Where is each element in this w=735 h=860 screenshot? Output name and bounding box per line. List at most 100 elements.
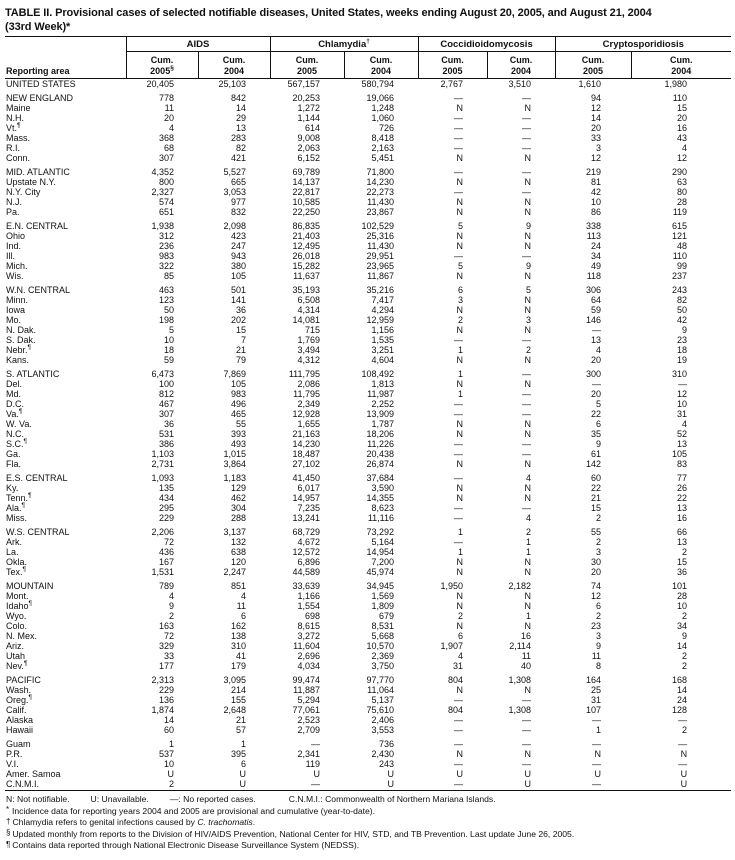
footnote-marker: ¶ <box>28 694 33 701</box>
row-label: Oreg.¶ <box>6 694 33 705</box>
data-cell: 82 <box>236 143 247 153</box>
data-cell: 119 <box>672 207 688 217</box>
data-cell: 72 <box>163 631 174 641</box>
table-row: Wash. 229 214 11,887 11,064 N N 25 14 <box>5 685 731 695</box>
data-cell: 496 <box>230 399 247 409</box>
data-cell: — <box>555 779 632 791</box>
data-cell: 1,093 <box>151 473 174 483</box>
data-cell: 102,529 <box>361 221 395 231</box>
data-cell: — <box>522 123 532 133</box>
data-cell: 8,615 <box>297 621 321 631</box>
data-cell: 111,795 <box>288 369 321 379</box>
data-cell: 4,294 <box>371 305 395 315</box>
data-cell: N <box>524 557 532 567</box>
data-cell: 22,250 <box>292 207 321 217</box>
data-cell: 1 <box>526 537 532 547</box>
data-cell: 31 <box>591 695 602 705</box>
data-cell: 219 <box>586 167 602 177</box>
row-label: N.J. <box>6 197 23 207</box>
data-cell: 2 <box>682 611 688 621</box>
row-label: Wyo. <box>6 611 27 621</box>
data-cell: — <box>454 473 464 483</box>
data-cell: 322 <box>158 261 174 271</box>
data-cell: N <box>524 295 532 305</box>
data-cell: 138 <box>230 631 247 641</box>
data-cell: 22,817 <box>292 187 321 197</box>
column-header-aids-cum-2005: Cum. 2005§ <box>125 51 198 79</box>
footnote-marker: ¶ <box>28 492 32 499</box>
table-row: Ohio 312 423 21,403 25,316 N N 113 121 <box>5 231 731 241</box>
row-label: Miss. <box>6 513 27 523</box>
row-label: Mo. <box>6 315 22 325</box>
data-cell: 2,182 <box>508 581 532 591</box>
data-cell: 1,308 <box>508 705 532 715</box>
data-cell: 1 <box>526 547 532 557</box>
table-row: Fla. 2,731 3,864 27,102 26,874 N N 142 83 <box>5 459 731 469</box>
column-header-coccidioidomycosis-cum-2004: Cum. 2004 <box>486 51 556 79</box>
data-cell: 34 <box>677 621 688 631</box>
data-cell: 85 <box>163 271 174 281</box>
data-cell: 60 <box>591 473 602 483</box>
data-cell: 2,709 <box>297 725 321 735</box>
table-row: N. Dak. 5 15 715 1,156 N N — 9 <box>5 325 731 335</box>
data-cell: 1,272 <box>297 103 321 113</box>
table-body: UNITED STATES 20,405 25,103 567,157 580,794 2… <box>5 79 732 791</box>
data-cell: — <box>454 695 464 705</box>
data-cell: — <box>454 143 464 153</box>
data-cell: 94 <box>591 93 602 103</box>
data-cell: 1,610 <box>578 79 602 89</box>
data-cell: 5,451 <box>371 153 395 163</box>
data-cell: 14 <box>677 641 688 651</box>
table-row: R.I. 68 82 2,063 2,163 — — 3 4 <box>5 143 731 153</box>
data-cell: 164 <box>586 675 602 685</box>
data-cell: 1,144 <box>297 113 321 123</box>
table-row: N.J. 574 977 10,585 11,430 N N 10 28 <box>5 197 731 207</box>
data-cell: 61 <box>591 449 602 459</box>
data-cell: 86,835 <box>292 221 321 231</box>
data-cell: N <box>524 207 532 217</box>
footnote-nedss: ¶ Contains data reported through National… <box>6 839 360 851</box>
data-cell: 55 <box>591 527 602 537</box>
data-cell: 651 <box>158 207 174 217</box>
column-header-aids-cum-2004: Cum. 2004 <box>197 51 271 79</box>
data-cell: 20 <box>591 389 602 399</box>
footnote-aids-update: § Updated monthly from reports to the Div… <box>6 828 575 839</box>
data-cell: 13 <box>677 537 688 547</box>
data-cell: 20,405 <box>146 79 174 89</box>
data-cell: 26,018 <box>292 251 321 261</box>
data-cell: 2 <box>682 651 688 661</box>
row-label: Okla. <box>6 557 28 567</box>
data-cell: 6,017 <box>297 483 321 493</box>
data-cell: 162 <box>230 621 247 631</box>
data-cell: 18,487 <box>292 449 321 459</box>
row-label: Fla. <box>6 459 22 469</box>
footnote-marker: ¶ <box>6 839 11 849</box>
data-cell: 1 <box>458 345 464 355</box>
data-cell: 679 <box>379 611 395 621</box>
data-cell: 105 <box>672 449 688 459</box>
data-cell: 15 <box>677 557 688 567</box>
data-cell: 1,183 <box>223 473 247 483</box>
row-label: Va.¶ <box>6 408 23 419</box>
data-cell: 23,965 <box>366 261 395 271</box>
data-cell: N <box>524 379 532 389</box>
data-cell: 5,164 <box>371 537 395 547</box>
data-cell: — <box>454 439 464 449</box>
data-cell: 72 <box>163 537 174 547</box>
data-cell: 1,156 <box>371 325 395 335</box>
data-cell: 77 <box>677 473 688 483</box>
row-label: N.Y. City <box>6 187 41 197</box>
data-cell: 11 <box>164 103 174 113</box>
footnote-marker: § <box>6 828 11 838</box>
data-cell: 4 <box>682 419 688 429</box>
data-cell: 12 <box>591 591 602 601</box>
data-cell: — <box>454 513 464 523</box>
table-title-line1: TABLE II. Provisional cases of selected … <box>5 7 652 19</box>
table-row: Ky. 135 129 6,017 3,590 N N 22 26 <box>5 483 731 493</box>
data-cell: 14 <box>163 715 174 725</box>
data-cell: 45,974 <box>366 567 395 577</box>
data-cell: 243 <box>672 285 688 295</box>
data-cell: 1 <box>458 527 464 537</box>
data-cell: 306 <box>586 285 602 295</box>
data-cell: 22,273 <box>366 187 395 197</box>
